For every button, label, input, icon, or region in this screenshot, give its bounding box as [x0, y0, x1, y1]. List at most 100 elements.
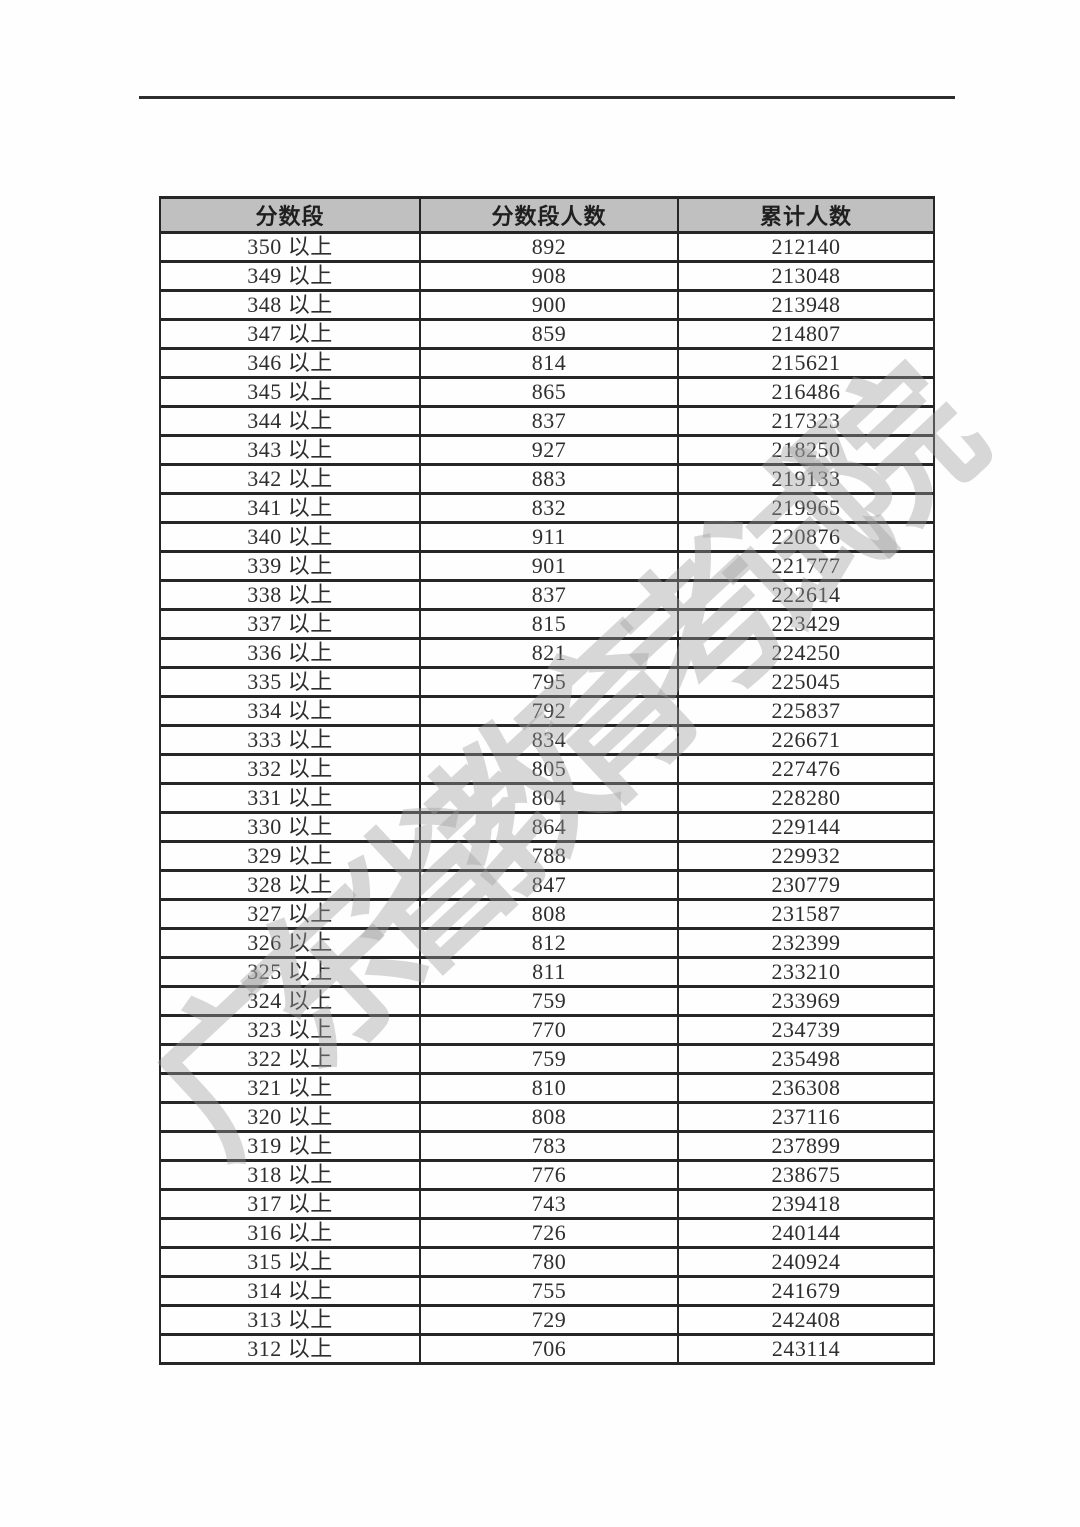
cell-score-range: 336 以上	[159, 637, 421, 669]
cell-score-range: 332 以上	[159, 753, 421, 785]
cell-cumulative-count: 218250	[677, 434, 935, 466]
cell-cumulative-count: 231587	[677, 898, 935, 930]
table-row: 330 以上 864 229144	[159, 811, 935, 843]
cell-range-count: 788	[419, 840, 679, 872]
cell-cumulative-count: 236308	[677, 1072, 935, 1104]
table-row: 332 以上 805 227476	[159, 753, 935, 785]
cell-range-count: 811	[419, 956, 679, 988]
cell-cumulative-count: 233210	[677, 956, 935, 988]
table-row: 316 以上 726 240144	[159, 1217, 935, 1249]
table-row: 314 以上 755 241679	[159, 1275, 935, 1307]
cell-cumulative-count: 235498	[677, 1043, 935, 1075]
cell-range-count: 814	[419, 347, 679, 379]
cell-score-range: 318 以上	[159, 1159, 421, 1191]
table-row: 348 以上 900 213948	[159, 289, 935, 321]
cell-cumulative-count: 219133	[677, 463, 935, 495]
cell-range-count: 859	[419, 318, 679, 350]
cell-score-range: 349 以上	[159, 260, 421, 292]
table-row: 318 以上 776 238675	[159, 1159, 935, 1191]
col-header-cumulative-count: 累计人数	[677, 196, 935, 234]
table-row: 349 以上 908 213048	[159, 260, 935, 292]
cell-score-range: 312 以上	[159, 1333, 421, 1365]
cell-range-count: 706	[419, 1333, 679, 1365]
col-header-range-count: 分数段人数	[419, 196, 679, 234]
cell-score-range: 348 以上	[159, 289, 421, 321]
cell-score-range: 330 以上	[159, 811, 421, 843]
table-body: 350 以上 892 212140 349 以上 908 213048 348 …	[159, 231, 935, 1365]
cell-score-range: 324 以上	[159, 985, 421, 1017]
cell-range-count: 770	[419, 1014, 679, 1046]
cell-range-count: 792	[419, 695, 679, 727]
cell-score-range: 326 以上	[159, 927, 421, 959]
cell-cumulative-count: 226671	[677, 724, 935, 756]
table-row: 347 以上 859 214807	[159, 318, 935, 350]
table-row: 324 以上 759 233969	[159, 985, 935, 1017]
table-row: 328 以上 847 230779	[159, 869, 935, 901]
cell-score-range: 323 以上	[159, 1014, 421, 1046]
cell-score-range: 314 以上	[159, 1275, 421, 1307]
table-row: 317 以上 743 239418	[159, 1188, 935, 1220]
table-row: 336 以上 821 224250	[159, 637, 935, 669]
cell-score-range: 325 以上	[159, 956, 421, 988]
cell-score-range: 340 以上	[159, 521, 421, 553]
cell-score-range: 313 以上	[159, 1304, 421, 1336]
table-row: 327 以上 808 231587	[159, 898, 935, 930]
cell-range-count: 901	[419, 550, 679, 582]
table-row: 333 以上 834 226671	[159, 724, 935, 756]
cell-range-count: 821	[419, 637, 679, 669]
cell-score-range: 343 以上	[159, 434, 421, 466]
cell-cumulative-count: 217323	[677, 405, 935, 437]
cell-range-count: 908	[419, 260, 679, 292]
cell-score-range: 322 以上	[159, 1043, 421, 1075]
table-row: 313 以上 729 242408	[159, 1304, 935, 1336]
cell-range-count: 783	[419, 1130, 679, 1162]
cell-range-count: 755	[419, 1275, 679, 1307]
cell-cumulative-count: 234739	[677, 1014, 935, 1046]
cell-cumulative-count: 228280	[677, 782, 935, 814]
table-row: 345 以上 865 216486	[159, 376, 935, 408]
cell-range-count: 810	[419, 1072, 679, 1104]
cell-range-count: 911	[419, 521, 679, 553]
cell-score-range: 344 以上	[159, 405, 421, 437]
table-row: 339 以上 901 221777	[159, 550, 935, 582]
cell-cumulative-count: 239418	[677, 1188, 935, 1220]
cell-range-count: 795	[419, 666, 679, 698]
cell-cumulative-count: 232399	[677, 927, 935, 959]
cell-cumulative-count: 238675	[677, 1159, 935, 1191]
cell-range-count: 832	[419, 492, 679, 524]
cell-range-count: 804	[419, 782, 679, 814]
table-row: 335 以上 795 225045	[159, 666, 935, 698]
cell-range-count: 815	[419, 608, 679, 640]
table-row: 323 以上 770 234739	[159, 1014, 935, 1046]
cell-score-range: 346 以上	[159, 347, 421, 379]
table-row: 319 以上 783 237899	[159, 1130, 935, 1162]
cell-cumulative-count: 240924	[677, 1246, 935, 1278]
cell-score-range: 327 以上	[159, 898, 421, 930]
cell-score-range: 319 以上	[159, 1130, 421, 1162]
score-distribution-table: 分数段 分数段人数 累计人数 350 以上 892 212140 349 以上 …	[159, 196, 935, 1365]
table-row: 340 以上 911 220876	[159, 521, 935, 553]
cell-cumulative-count: 222614	[677, 579, 935, 611]
cell-cumulative-count: 229144	[677, 811, 935, 843]
table-row: 315 以上 780 240924	[159, 1246, 935, 1278]
table-row: 343 以上 927 218250	[159, 434, 935, 466]
table-row: 322 以上 759 235498	[159, 1043, 935, 1075]
cell-cumulative-count: 225045	[677, 666, 935, 698]
cell-cumulative-count: 214807	[677, 318, 935, 350]
cell-score-range: 337 以上	[159, 608, 421, 640]
cell-score-range: 338 以上	[159, 579, 421, 611]
cell-cumulative-count: 230779	[677, 869, 935, 901]
table-row: 321 以上 810 236308	[159, 1072, 935, 1104]
cell-score-range: 342 以上	[159, 463, 421, 495]
cell-score-range: 341 以上	[159, 492, 421, 524]
table-row: 350 以上 892 212140	[159, 231, 935, 263]
col-header-score-range: 分数段	[159, 196, 421, 234]
cell-range-count: 726	[419, 1217, 679, 1249]
cell-range-count: 865	[419, 376, 679, 408]
table-row: 326 以上 812 232399	[159, 927, 935, 959]
cell-range-count: 837	[419, 579, 679, 611]
cell-cumulative-count: 224250	[677, 637, 935, 669]
cell-range-count: 743	[419, 1188, 679, 1220]
cell-range-count: 847	[419, 869, 679, 901]
